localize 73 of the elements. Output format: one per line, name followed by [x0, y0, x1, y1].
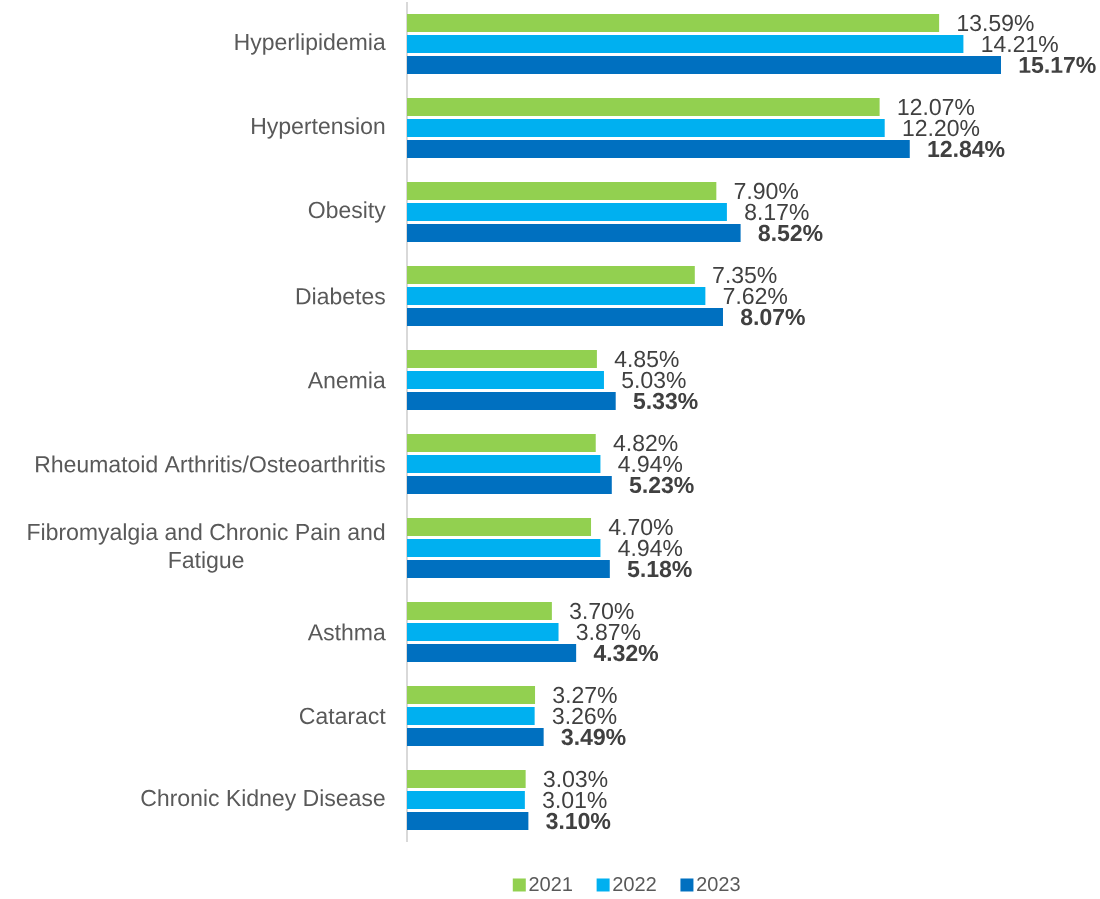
y-tick-label: Rheumatoid Arthritis/Osteoarthritis	[36, 455, 385, 473]
data-label: 12.84%	[928, 140, 1005, 158]
data-label: 3.10%	[546, 812, 611, 830]
bar	[407, 286, 706, 305]
data-label: 5.33%	[633, 392, 698, 410]
bar	[407, 118, 885, 137]
bar	[407, 139, 910, 158]
bar	[407, 601, 552, 620]
bar	[407, 622, 559, 641]
data-label: 5.18%	[627, 560, 692, 578]
data-label: 4.32%	[593, 644, 659, 662]
data-label: 4.94%	[618, 455, 683, 473]
bar	[407, 433, 596, 452]
bar	[407, 34, 964, 53]
bar	[407, 643, 577, 662]
legend-label: 2023	[697, 877, 740, 892]
data-label: 3.03%	[543, 770, 608, 788]
bar	[407, 370, 604, 389]
y-tick-label: Obesity	[308, 201, 386, 223]
data-label: 14.21%	[982, 35, 1058, 53]
y-tick-label: Asthma	[307, 623, 386, 641]
data-label: 12.07%	[898, 98, 975, 116]
bar	[407, 391, 616, 410]
bar	[407, 55, 1001, 74]
data-label: 8.52%	[758, 224, 823, 242]
data-label: 5.03%	[622, 371, 686, 389]
bar	[407, 202, 727, 221]
bar	[407, 811, 529, 830]
legend-label: 2022	[613, 877, 656, 892]
data-label: 3.27%	[553, 686, 617, 704]
data-label: 3.01%	[543, 791, 607, 809]
bar	[407, 265, 695, 284]
bar	[407, 538, 601, 557]
data-label: 4.94%	[618, 539, 683, 557]
y-tick-label: Hypertension	[252, 117, 385, 139]
bar	[407, 727, 544, 746]
bar	[407, 97, 880, 116]
bar	[407, 685, 536, 704]
data-label: 7.62%	[723, 287, 788, 305]
y-tick-label: Diabetes	[296, 287, 385, 305]
data-label: 12.20%	[903, 119, 980, 137]
bar	[407, 790, 525, 809]
bar	[407, 517, 592, 536]
data-label: 3.87%	[576, 623, 641, 641]
bar	[407, 349, 597, 368]
data-label: 4.70%	[608, 518, 673, 536]
bar	[407, 13, 940, 32]
data-label: 7.35%	[713, 266, 777, 284]
bar	[407, 223, 741, 242]
data-label: 7.90%	[734, 182, 798, 200]
y-tick-label: Fibromyalgia and Chronic Pain and Fatigue	[28, 523, 385, 573]
data-label: 3.70%	[570, 602, 634, 620]
bar	[407, 475, 612, 494]
data-label: 3.49%	[561, 728, 626, 746]
bar	[407, 307, 723, 326]
data-label: 8.07%	[740, 308, 805, 326]
bar	[407, 454, 601, 473]
bar	[407, 769, 526, 788]
data-label: 15.17%	[1019, 56, 1096, 74]
y-tick-label: Cataract	[299, 707, 386, 725]
y-tick-label: Chronic Kidney Disease	[141, 789, 385, 811]
y-tick-label: Anemia	[307, 371, 386, 389]
legend-label: 2021	[529, 877, 572, 892]
data-label: 4.85%	[614, 350, 679, 368]
bar	[407, 559, 610, 578]
bar	[407, 706, 535, 725]
data-label: 4.82%	[613, 434, 678, 452]
data-label: 13.59%	[958, 14, 1034, 32]
y-tick-label: Hyperlipidemia	[235, 33, 386, 55]
data-label: 5.23%	[629, 476, 694, 494]
data-label: 3.26%	[552, 707, 617, 725]
data-label: 8.17%	[745, 203, 809, 221]
bar	[407, 181, 717, 200]
